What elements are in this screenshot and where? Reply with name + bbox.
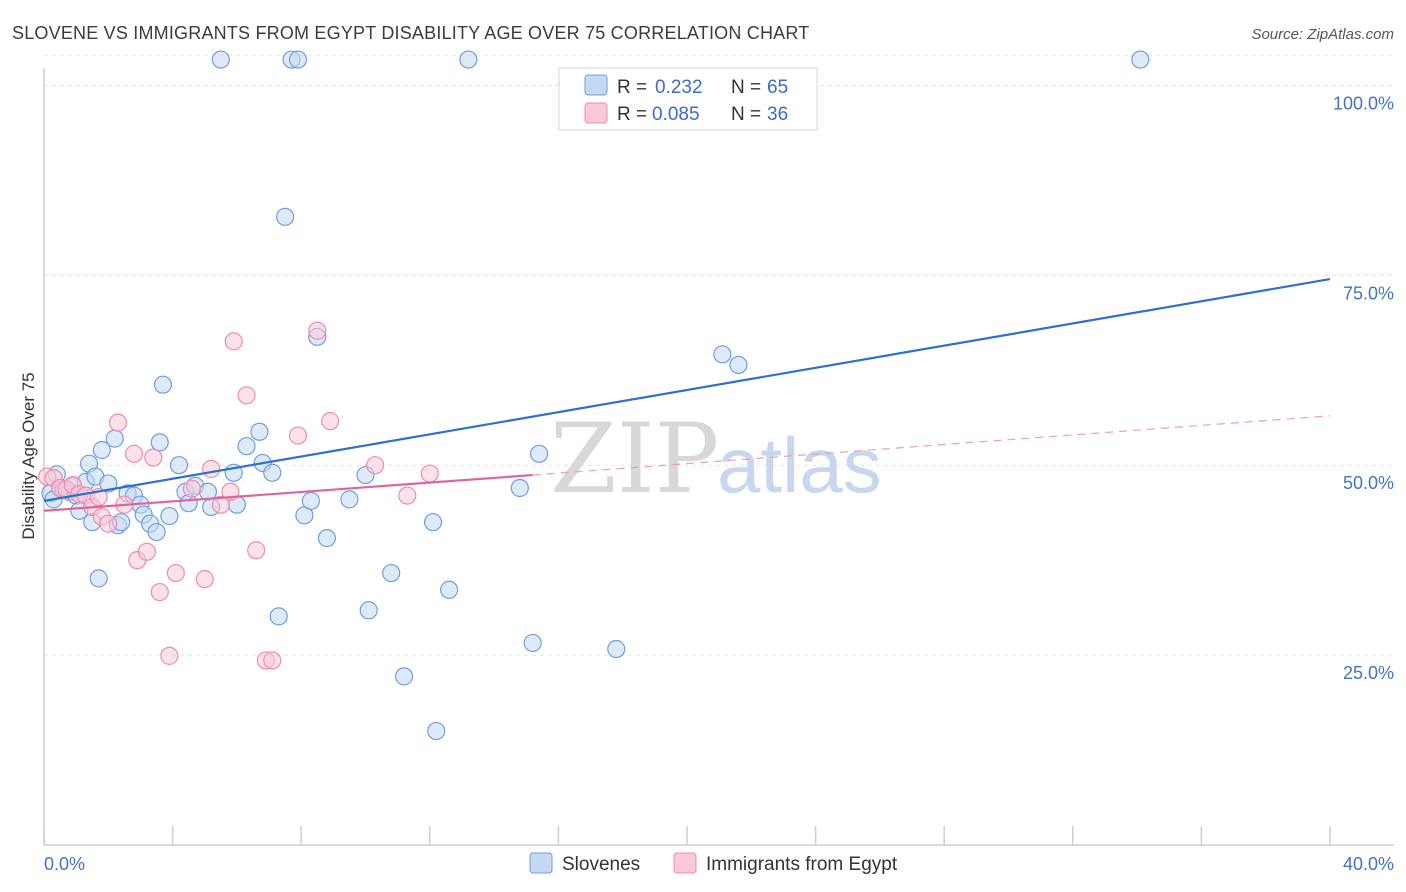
legend-r-label-slovenes: R = xyxy=(617,77,647,98)
y-tick-label-3: 100.0% xyxy=(1333,93,1394,113)
y-axis-label: Disability Age Over 75 xyxy=(19,372,38,539)
point-s0-24 xyxy=(153,375,173,394)
point-s1-32 xyxy=(321,412,340,431)
point-s0-49 xyxy=(382,563,401,583)
point-s1-25 xyxy=(224,332,243,351)
point-s0-13 xyxy=(92,440,111,460)
point-s1-26 xyxy=(237,386,256,405)
point-s1-23 xyxy=(211,495,230,514)
point-s0-22 xyxy=(147,522,166,542)
watermark-atlas-text: atlas xyxy=(717,421,882,509)
point-s0-34 xyxy=(237,437,256,456)
chart-title: SLOVENE VS IMMIGRANTS FROM EGYPT DISABIL… xyxy=(12,23,809,43)
point-s0-58 xyxy=(607,639,626,659)
point-s0-48 xyxy=(359,601,378,620)
point-s1-31 xyxy=(308,321,327,340)
point-s1-18 xyxy=(160,646,179,665)
legend-swatch-egypt xyxy=(584,102,608,124)
series-legend: Slovenes Immigrants from Egypt xyxy=(529,852,898,875)
y-tick-labels: 25.0% 50.0% 75.0% 100.0% xyxy=(1333,93,1394,683)
point-s0-63 xyxy=(99,474,118,493)
point-s0-60 xyxy=(729,355,748,375)
point-s0-43 xyxy=(301,491,320,510)
point-s0-59 xyxy=(713,345,732,364)
y-tick-label-0: 25.0% xyxy=(1343,663,1394,683)
point-s0-37 xyxy=(263,463,282,482)
series-legend-label-slovenes: Slovenes xyxy=(562,854,640,875)
legend-r-value-egypt: 0.085 xyxy=(652,104,700,125)
legend-r-label-egypt: R = xyxy=(617,104,647,125)
point-s0-57 xyxy=(530,444,549,463)
point-s0-39 xyxy=(276,207,295,226)
legend-swatch-slovenes xyxy=(584,74,608,96)
watermark-zip-text: ZIP xyxy=(550,403,719,515)
trend-line-1 xyxy=(43,473,533,512)
legend-r-value-slovenes: 0.232 xyxy=(655,77,703,98)
legend-n-value-egypt: 36 xyxy=(767,104,788,125)
point-s0-54 xyxy=(459,50,478,69)
x-tick-label-max: 40.0% xyxy=(1343,854,1394,874)
point-s1-34 xyxy=(398,486,417,505)
point-s0-45 xyxy=(317,529,337,548)
legend-n-label-slovenes: N = xyxy=(731,77,761,98)
point-s1-30 xyxy=(288,426,308,445)
point-s1-10 xyxy=(99,514,118,533)
point-s0-23 xyxy=(150,433,169,452)
point-s0-41 xyxy=(288,50,308,69)
point-s0-55 xyxy=(510,478,529,498)
point-s1-35 xyxy=(420,464,439,483)
trend-line-0 xyxy=(43,278,1331,502)
point-s1-22 xyxy=(202,459,221,479)
point-s1-27 xyxy=(247,541,266,560)
legend-n-label-egypt: N = xyxy=(731,104,761,125)
point-s0-32 xyxy=(211,50,230,69)
point-s1-21 xyxy=(195,570,214,589)
y-tick-label-2: 75.0% xyxy=(1343,283,1394,303)
trend-lines xyxy=(43,278,1331,512)
point-s1-19 xyxy=(166,563,185,583)
point-s1-33 xyxy=(366,456,385,475)
point-s0-12 xyxy=(89,569,108,588)
point-s0-52 xyxy=(427,721,446,741)
x-tick-label-min: 0.0% xyxy=(44,854,85,874)
point-s0-50 xyxy=(394,667,414,686)
series-legend-swatch-slovenes xyxy=(529,852,553,874)
legend-n-value-slovenes: 65 xyxy=(767,77,788,98)
point-s0-25 xyxy=(160,506,179,526)
point-s0-26 xyxy=(169,456,189,475)
data-points xyxy=(38,50,1150,741)
point-s0-56 xyxy=(523,633,542,653)
series-legend-label-egypt: Immigrants from Egypt xyxy=(706,854,898,875)
point-s1-20 xyxy=(182,479,201,498)
chart-source: Source: ZipAtlas.com xyxy=(1251,26,1394,43)
point-s1-13 xyxy=(124,444,144,463)
point-s1-16 xyxy=(144,448,163,467)
trend-line-ext-1 xyxy=(532,415,1331,476)
point-s0-61 xyxy=(1131,50,1150,69)
point-s1-29 xyxy=(263,651,282,670)
point-s1-15 xyxy=(137,542,156,561)
watermark: ZIP atlas xyxy=(550,403,882,515)
y-tick-label-1: 50.0% xyxy=(1343,473,1394,493)
point-s1-11 xyxy=(108,413,128,432)
x-axis-ticks xyxy=(43,826,1331,845)
point-s0-38 xyxy=(269,607,288,626)
point-s1-17 xyxy=(150,582,169,602)
point-s0-14 xyxy=(105,429,124,448)
point-s0-53 xyxy=(439,580,459,599)
series-legend-swatch-egypt xyxy=(673,852,697,874)
point-s0-51 xyxy=(423,513,443,532)
stats-legend: R = 0.232 N = 65 R = 0.085 N = 36 xyxy=(558,67,818,131)
point-s0-35 xyxy=(250,422,269,441)
point-s0-46 xyxy=(340,490,359,509)
series-1-points xyxy=(38,321,439,670)
series-0-points xyxy=(41,50,1150,741)
